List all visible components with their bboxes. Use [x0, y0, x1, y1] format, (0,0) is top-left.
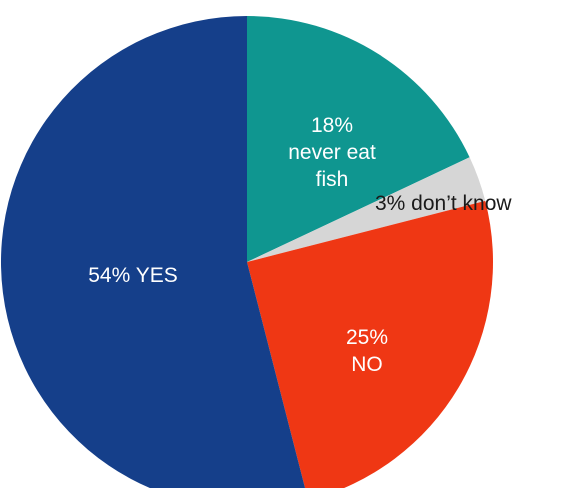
pie-slice-2 [247, 200, 493, 493]
pie-slice-label-line: fish [316, 168, 349, 191]
pie-slice-label-1: 3% don’t know [375, 192, 512, 215]
pie-slice-label-line: never eat [288, 141, 376, 164]
pie-slice-3 [1, 16, 307, 493]
pie-labels: 18% never eat fish 3% don’t know 25% NO 54% YE… [88, 114, 512, 376]
pie-slice-label-line: 25% [346, 326, 388, 349]
pie-slice-label-line: 18% [311, 114, 353, 137]
pie-slice-label-line: 3% don’t know [375, 192, 512, 215]
pie-slice-label-2: 25% NO [346, 326, 388, 376]
pie-slice-label-3: 54% YES [88, 264, 178, 287]
pie-slice-label-0: 18% never eat fish [288, 114, 376, 191]
pie-slice-label-line: 54% YES [88, 264, 178, 287]
pie-slices [1, 16, 493, 493]
pie-slice-1 [247, 157, 486, 262]
pie-slice-label-line: NO [351, 353, 383, 376]
pie-slice-0 [247, 16, 470, 262]
